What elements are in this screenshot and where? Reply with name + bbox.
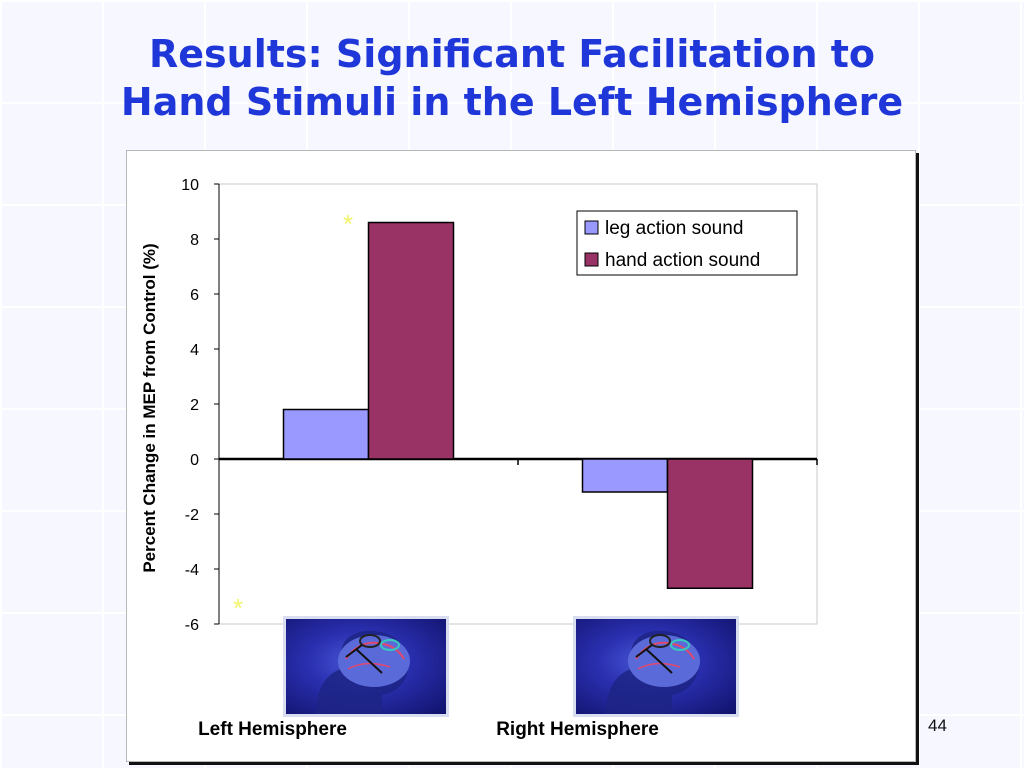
significance-marker-bottom: * [233, 593, 244, 623]
y-tick-label: 2 [190, 397, 199, 414]
legend-label: hand action sound [605, 250, 760, 271]
bar-hand-left [367, 221, 455, 460]
bar-leg-left [282, 408, 370, 460]
bar-chart: 10 8 6 4 2 0 -2 -4 -6 Left Hemisphere Right Hemisp… [140, 177, 818, 740]
category-label: Right Hemisphere [496, 719, 659, 740]
y-tick-label: 6 [190, 287, 199, 304]
y-tick-label: -2 [185, 507, 199, 524]
legend-swatch [584, 220, 599, 235]
brain-illustration-icon [606, 630, 700, 714]
slide-number: 44 [928, 716, 947, 735]
bar-hand-right [666, 458, 754, 589]
y-tick-label: 8 [190, 232, 199, 249]
brain-illustration-icon [316, 630, 410, 714]
legend: leg action sound hand action sound [576, 210, 798, 276]
legend-label: leg action sound [605, 218, 743, 239]
slide-title-line-2: Hand Stimuli in the Left Hemisphere [120, 80, 904, 124]
y-tick-label: 4 [190, 342, 199, 359]
brain-image-left-hemisphere [283, 616, 449, 717]
bar-leg-right [581, 458, 669, 493]
slide-title-line-1: Results: Significant Facilitation to [148, 32, 876, 76]
legend-swatch [584, 252, 599, 267]
chart-frame: 10 8 6 4 2 0 -2 -4 -6 Left Hemisphere Right Hemisp… [126, 150, 916, 762]
slide-title: Results: Significant Facilitation to Han… [0, 30, 1024, 126]
brain-image-right-hemisphere [573, 616, 739, 717]
y-tick-label: 10 [181, 177, 199, 194]
y-axis-title: Percent Change in MEP from Control (%) [140, 243, 159, 572]
significance-marker-top: * [343, 209, 354, 239]
legend-box [576, 210, 798, 276]
y-tick-label: 0 [190, 452, 199, 469]
y-tick-label: -4 [185, 562, 199, 579]
y-tick-label: -6 [185, 617, 199, 634]
category-label: Left Hemisphere [198, 719, 347, 740]
